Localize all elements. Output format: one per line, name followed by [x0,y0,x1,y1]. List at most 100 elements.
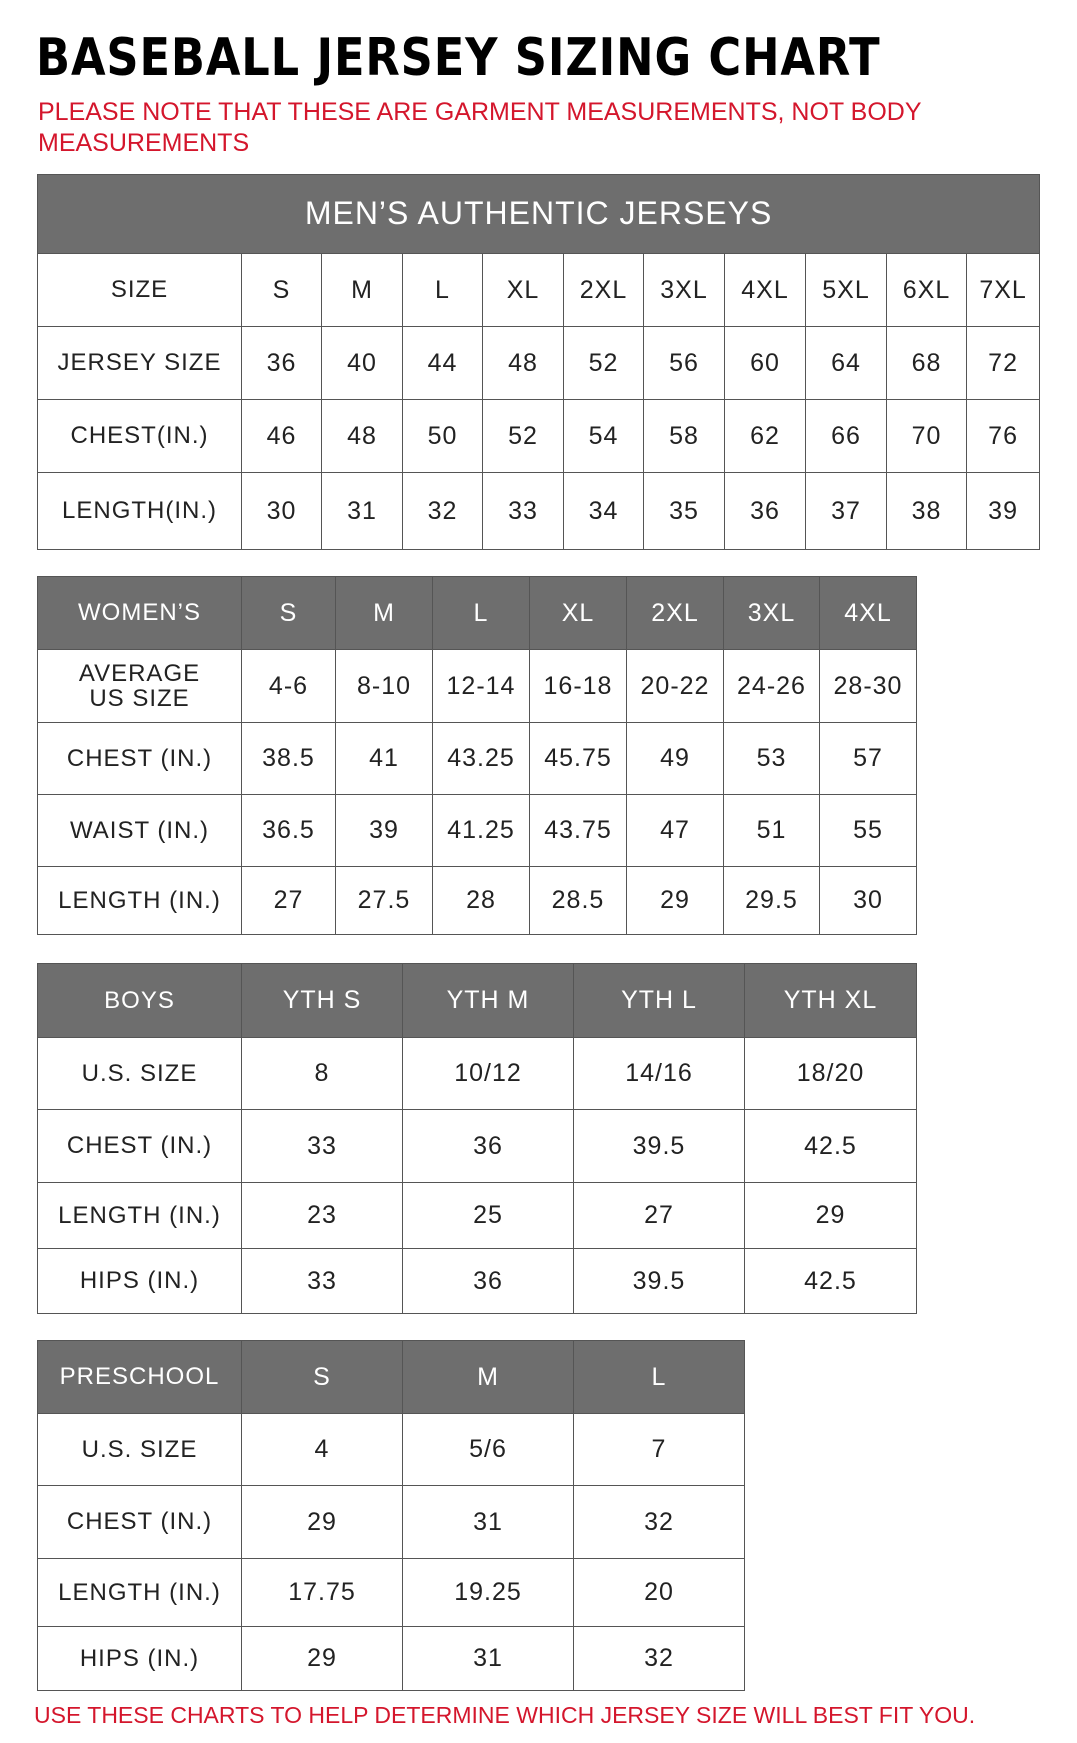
table-row: JERSEY SIZE 36 40 44 48 52 56 60 64 68 72 [37,326,1041,400]
size-header-cell: S [241,1340,403,1414]
measurement-cell: 46 [241,399,322,473]
measurement-cell: 20 [573,1558,745,1627]
measurement-cell: 72 [965,326,1041,400]
measurement-cell: 51 [723,794,820,867]
size-header-cell: M [321,253,403,327]
header-row: PRESCHOOL S M L [37,1340,745,1414]
measurement-cell: 53 [723,722,820,795]
measurement-cell: 44 [402,326,483,400]
measurement-cell: 66 [805,399,887,473]
row-label: JERSEY SIZE [37,326,242,400]
measurement-cell: 14/16 [573,1037,745,1110]
table-title-cell: BOYS [37,963,242,1038]
measurement-cell: 60 [724,326,806,400]
row-label: HIPS (IN.) [37,1626,242,1691]
row-label: U.S. SIZE [37,1037,242,1110]
measurement-cell: 36 [241,326,322,400]
measurement-cell: 43.75 [529,794,627,867]
table-row: HIPS (IN.) 33 36 39.5 42.5 [37,1248,917,1314]
size-header-cell: L [573,1340,745,1414]
measurement-cell: 54 [563,399,644,473]
measurement-cell: 5/6 [402,1413,574,1486]
measurement-cell: 39 [335,794,433,867]
measurement-cell: 42.5 [744,1109,917,1183]
header-row: BOYS YTH S YTH M YTH L YTH XL [37,963,917,1038]
size-header-cell: YTH S [241,963,403,1038]
table-row: WAIST (IN.) 36.5 39 41.25 43.75 47 51 55 [37,794,917,867]
measurement-cell: 33 [241,1109,403,1183]
size-header-cell: 4XL [724,253,806,327]
table-row: CHEST (IN.) 38.5 41 43.25 45.75 49 53 57 [37,722,917,795]
measurement-cell: 4-6 [241,649,336,723]
measurement-cell: 18/20 [744,1037,917,1110]
footer-note: USE THESE CHARTS TO HELP DETERMINE WHICH… [34,1702,976,1728]
measurement-cell: 36 [724,472,806,550]
measurement-cell: 4 [241,1413,403,1486]
table-title-cell: PRESCHOOL [37,1340,242,1414]
measurement-cell: 70 [886,399,967,473]
measurement-cell: 25 [402,1182,574,1249]
measurement-cell: 31 [402,1626,574,1691]
page-title: BASEBALL JERSEY SIZING CHART [36,28,881,88]
measurement-cell: 7 [573,1413,745,1486]
size-header-cell: YTH M [402,963,574,1038]
measurement-cell: 29 [744,1182,917,1249]
womens-table: WOMEN’S S M L XL 2XL 3XL 4XL AVERAGE US SIZE 4-6 8… [37,576,917,935]
measurement-cell: 24-26 [723,649,820,723]
measurement-cell: 29.5 [723,866,820,935]
preschool-table: PRESCHOOL S M L U.S. SIZE 4 5/6 7 CHEST (IN.) 29 3… [37,1340,745,1691]
size-header-cell: L [432,576,530,650]
boys-table: BOYS YTH S YTH M YTH L YTH XL U.S. SIZE 8 10/12… [37,963,917,1314]
table-row: LENGTH (IN.) 17.75 19.25 20 [37,1558,745,1627]
measurement-cell: 29 [626,866,724,935]
row-label: HIPS (IN.) [37,1248,242,1314]
measurement-cell: 56 [643,326,725,400]
table-row: U.S. SIZE 8 10/12 14/16 18/20 [37,1037,917,1110]
row-label: CHEST (IN.) [37,1485,242,1559]
measurement-cell: 36 [402,1248,574,1314]
measurement-cell: 32 [573,1626,745,1691]
measurement-cell: 37 [805,472,887,550]
measurement-cell: 35 [643,472,725,550]
measurement-cell: 36 [402,1109,574,1183]
measurement-cell: 28-30 [819,649,917,723]
measurement-cell: 20-22 [626,649,724,723]
measurement-cell: 68 [886,326,967,400]
measurement-cell: 8 [241,1037,403,1110]
row-label: WAIST (IN.) [37,794,242,867]
size-header-cell: S [241,253,322,327]
measurement-cell: 43.25 [432,722,530,795]
measurement-cell: 30 [241,472,322,550]
row-label: CHEST (IN.) [37,1109,242,1183]
measurement-cell: 42.5 [744,1248,917,1314]
measurement-cell: 38 [886,472,967,550]
measurement-cell: 39.5 [573,1248,745,1314]
size-header-cell: L [402,253,483,327]
size-header-cell: XL [482,253,564,327]
measurement-cell: 57 [819,722,917,795]
measurement-cell: 38.5 [241,722,336,795]
measurement-cell: 33 [482,472,564,550]
measurement-cell: 39 [965,472,1041,550]
mens-table: MEN’S AUTHENTIC JERSEYS SIZE S M L XL 2XL 3XL 4X… [36,174,1041,550]
measurement-cell: 76 [965,399,1041,473]
garment-note: PLEASE NOTE THAT THESE ARE GARMENT MEASU… [38,98,922,157]
size-header-cell: 7XL [965,253,1041,327]
measurement-cell: 10/12 [402,1037,574,1110]
measurement-cell: 27.5 [335,866,433,935]
measurement-cell: 34 [563,472,644,550]
table-row: LENGTH(IN.) 30 31 32 33 34 35 36 37 38 39 [37,472,1041,550]
size-header-cell: YTH XL [744,963,917,1038]
measurement-cell: 41.25 [432,794,530,867]
measurement-cell: 29 [241,1626,403,1691]
size-header-cell: 2XL [626,576,724,650]
measurement-cell: 28 [432,866,530,935]
measurement-cell: 32 [402,472,483,550]
size-header-cell: 4XL [819,576,917,650]
measurement-cell: 12-14 [432,649,530,723]
measurement-cell: 36.5 [241,794,336,867]
size-header-cell: S [241,576,336,650]
row-label: AVERAGE US SIZE [37,649,242,723]
measurement-cell: 16-18 [529,649,627,723]
